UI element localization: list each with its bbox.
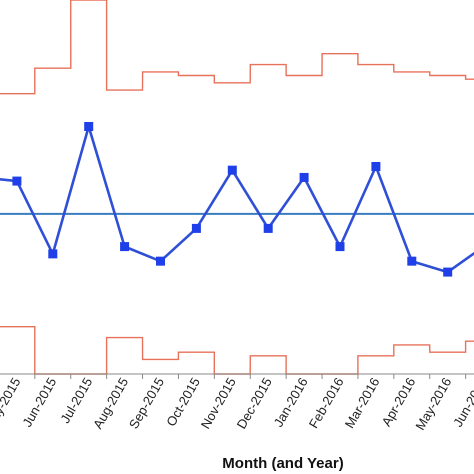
- data-point: [335, 242, 345, 252]
- x-axis-title: Month (and Year): [222, 455, 343, 472]
- data-point: [48, 249, 58, 259]
- x-tick-label: Dec-2015: [234, 375, 275, 431]
- data-point: [371, 162, 381, 172]
- x-tick-label: May-2016: [412, 375, 454, 433]
- data-point: [443, 267, 453, 277]
- x-tick-label: Feb-2016: [306, 375, 347, 431]
- x-tick-label: Aug-2015: [90, 375, 131, 431]
- data-point: [227, 165, 237, 175]
- x-tick-label: Jan-2016: [271, 375, 311, 429]
- x-tick-label: Jun-2015: [19, 375, 59, 429]
- data-point: [407, 256, 417, 266]
- lower-control-limit: [0, 326, 474, 375]
- x-tick-label: Sep-2015: [126, 375, 167, 431]
- x-axis: May-2015Jun-2015Jul-2015Aug-2015Sep-2015…: [0, 373, 474, 433]
- data-point: [120, 242, 130, 252]
- data-series: [0, 121, 474, 277]
- upper-control-limit: [0, 0, 474, 95]
- data-point: [156, 256, 165, 266]
- x-tick-label: Nov-2015: [198, 375, 239, 431]
- data-point: [84, 121, 94, 131]
- x-tick-label: Jul-2015: [57, 375, 95, 426]
- series-line: [0, 125, 474, 274]
- data-point: [191, 223, 201, 233]
- x-tick-label: Mar-2016: [342, 375, 383, 431]
- data-point: [263, 223, 273, 233]
- x-tick-label: Oct-2015: [163, 375, 203, 429]
- x-tick-label: Apr-2016: [379, 375, 419, 429]
- data-point: [299, 172, 309, 182]
- data-point: [12, 176, 22, 186]
- x-tick-label: May-2015: [0, 375, 23, 433]
